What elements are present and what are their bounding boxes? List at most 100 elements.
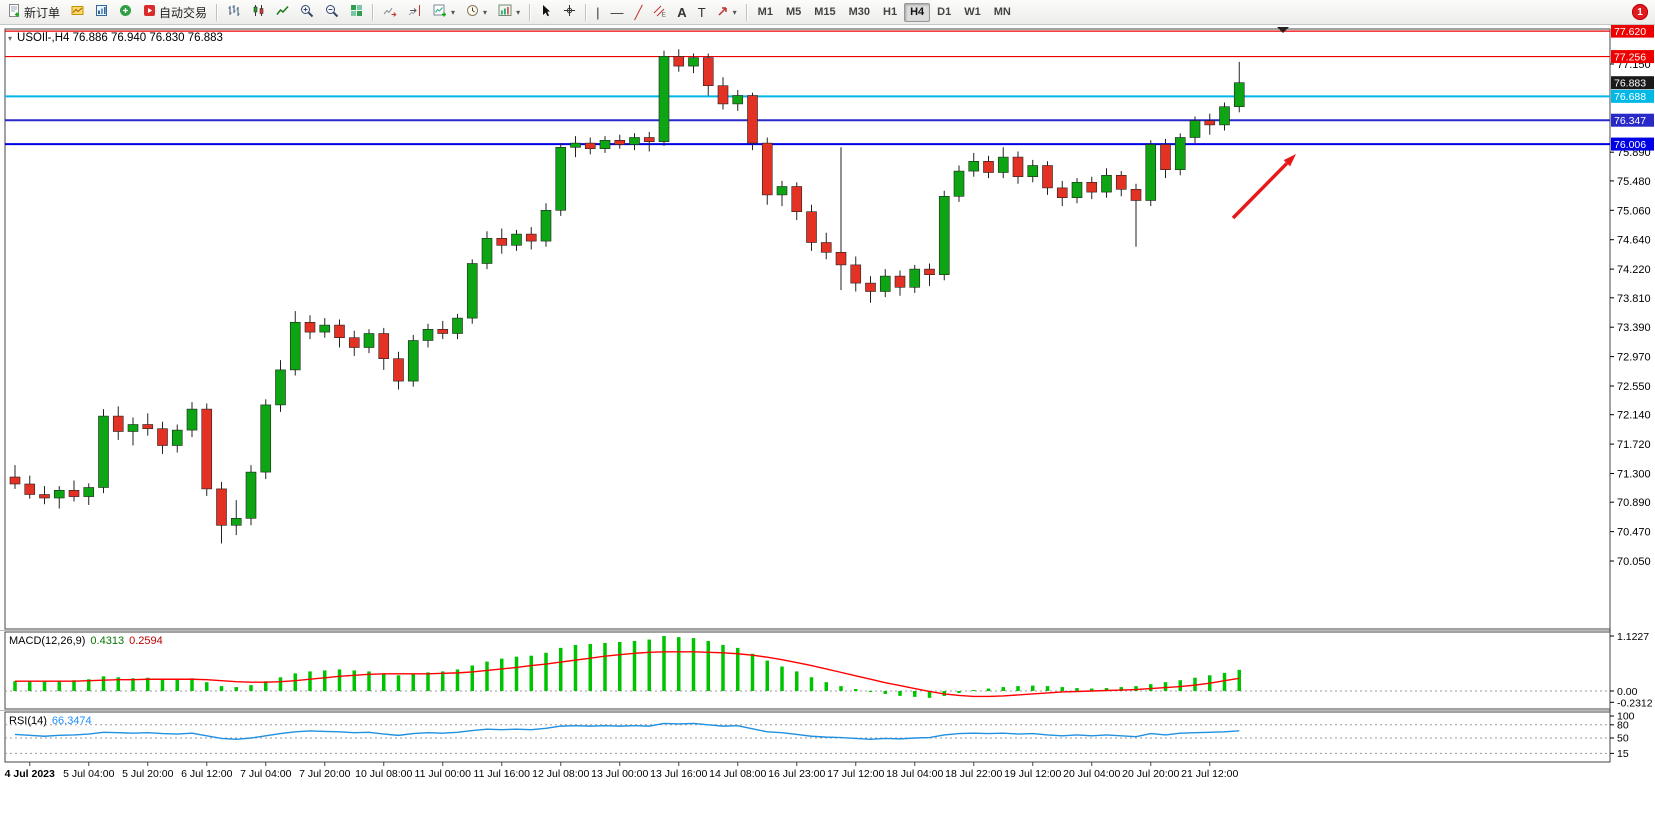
svg-text:77.620: 77.620 [1614,26,1646,38]
new-chart-icon [433,4,447,20]
svg-text:19 Jul 12:00: 19 Jul 12:00 [1004,768,1061,780]
arrows-dropdown[interactable]: ▾ [712,2,742,22]
rsi-line [14,722,1240,741]
text-button[interactable]: A [672,2,691,22]
timeframe-h4-button[interactable]: H4 [904,2,931,22]
candlestick-chart-button[interactable] [247,2,270,22]
svg-text:70.050: 70.050 [1617,556,1651,568]
svg-text:74.220: 74.220 [1617,264,1651,276]
vertical-line-button[interactable]: | [591,2,604,22]
horizontal-line-button[interactable]: — [605,2,628,22]
templates-dropdown[interactable]: ▾ [461,2,492,22]
svg-text:1.1227: 1.1227 [1617,631,1649,643]
zoom-out-icon [325,4,339,21]
svg-text:18 Jul 04:00: 18 Jul 04:00 [886,768,943,780]
svg-text:72.970: 72.970 [1617,352,1651,364]
zoom-out-button[interactable] [320,2,344,22]
svg-text:21 Jul 12:00: 21 Jul 12:00 [1181,768,1238,780]
time-scale[interactable]: 4 Jul 2023 5 Jul 04:00 5 Jul 20:00 6 Jul 12… [5,762,1239,780]
svg-text:75.060: 75.060 [1617,205,1651,217]
dropdown-caret-icon: ▾ [483,7,488,17]
crosshair-button[interactable] [558,2,581,22]
market-watch-button[interactable] [90,2,113,22]
rsi-panel[interactable] [4,711,1611,763]
dropdown-caret-icon: ▾ [451,7,456,17]
equidistant-channel-button[interactable]: E [648,2,671,22]
new-order-icon [8,4,21,20]
timeframe-w1-button[interactable]: W1 [964,5,981,18]
timeframe-h1-button[interactable]: H1 [883,5,898,18]
chart-shift-button[interactable] [403,2,427,22]
line-chart-icon [276,4,289,20]
timeframe-d1-button[interactable]: D1 [937,5,952,18]
price-scale[interactable]: 77.15075.89075.48075.06074.64074.22073.8… [1610,25,1655,785]
svg-text:7 Jul 20:00: 7 Jul 20:00 [299,768,351,780]
dropdown-caret-icon: ▾ [516,7,521,17]
text-label-button[interactable]: T [693,2,711,22]
svg-text:71.300: 71.300 [1617,469,1651,481]
indicators-dropdown[interactable]: ▾ [493,2,525,22]
toolbar-separator [216,3,219,21]
toolbar-separator [529,3,532,21]
svg-text:15: 15 [1617,748,1629,760]
svg-text:-0.2312: -0.2312 [1617,697,1653,709]
svg-text:100: 100 [1617,711,1635,723]
svg-text:17 Jul 12:00: 17 Jul 12:00 [827,768,884,780]
chart-window-button[interactable] [66,2,89,22]
timeframe-mn-button[interactable]: MN [993,5,1011,18]
price-line-labels: 77.620 77.256 76.688 76.347 76.006 76.883 [1611,25,1654,151]
dropdown-caret-ic: ▾ [732,7,737,17]
market-watch-icon [95,4,108,20]
svg-text:76.006: 76.006 [1614,139,1646,151]
svg-text:76.688: 76.688 [1614,91,1646,103]
horizontal-line-objects[interactable] [5,30,1610,146]
toolbar-separator [585,3,588,21]
svg-text:72.550: 72.550 [1617,381,1651,393]
svg-text:20 Jul 20:00: 20 Jul 20:00 [1122,768,1179,780]
auto-trading-icon [143,4,156,20]
auto-scroll-button[interactable] [378,2,402,22]
svg-text:E: E [662,12,667,18]
timeframe-m1-button[interactable]: M1 [757,5,773,18]
timeframe-m30-button[interactable]: M30 [848,5,871,18]
trendline-button[interactable]: ╱ [629,2,647,22]
notification-badge[interactable]: 1 [1632,4,1648,20]
zoom-in-button[interactable] [295,2,319,22]
svg-text:0.00: 0.00 [1617,686,1638,698]
auto-trading-button[interactable]: 自动交易 [138,2,212,22]
svg-text:14 Jul 08:00: 14 Jul 08:00 [709,768,766,780]
svg-text:73.390: 73.390 [1617,322,1651,334]
text-icon: A [677,4,687,20]
svg-text:11 Jul 00:00: 11 Jul 00:00 [415,768,472,780]
toolbar-separator [745,3,748,21]
tile-windows-icon [350,4,363,20]
svg-text:73.810: 73.810 [1617,293,1651,305]
timeframe-group: M1 M5 M15 M30 H1 H4 D1 W1 MN [752,2,1017,22]
cursor-button[interactable] [535,2,557,22]
svg-text:5 Jul 04:00: 5 Jul 04:00 [63,768,115,780]
timeframe-m5-button[interactable]: M5 [785,5,802,18]
bar-chart-icon [227,4,241,20]
svg-text:13 Jul 00:00: 13 Jul 00:00 [591,768,648,780]
clock-icon [466,4,479,20]
annotations[interactable] [1231,27,1296,220]
chart-plot-area[interactable] [4,28,1611,630]
terminal-button[interactable] [114,2,137,22]
toolbar-separator [372,3,375,21]
chart-canvas[interactable]: 77.15075.89075.48075.06074.64074.22073.8… [0,25,1655,832]
trend-arrow-annotation[interactable] [1231,162,1289,220]
svg-text:80: 80 [1617,719,1629,731]
line-chart-button[interactable] [271,2,294,22]
new-chart-dropdown[interactable]: ▾ [428,2,460,22]
chart-shift-icon [408,4,422,20]
tile-windows-button[interactable] [345,2,368,22]
auto-trading-label: 自动交易 [159,5,208,20]
macd-panel[interactable] [4,631,1611,710]
svg-text:13 Jul 16:00: 13 Jul 16:00 [650,768,707,780]
new-order-button[interactable]: 新订单 [3,2,65,22]
svg-text:12 Jul 08:00: 12 Jul 08:00 [532,768,589,780]
chart-window-icon [71,4,84,20]
terminal-icon [119,4,132,20]
bar-chart-button[interactable] [222,2,246,22]
timeframe-m15-button[interactable]: M15 [814,5,836,18]
